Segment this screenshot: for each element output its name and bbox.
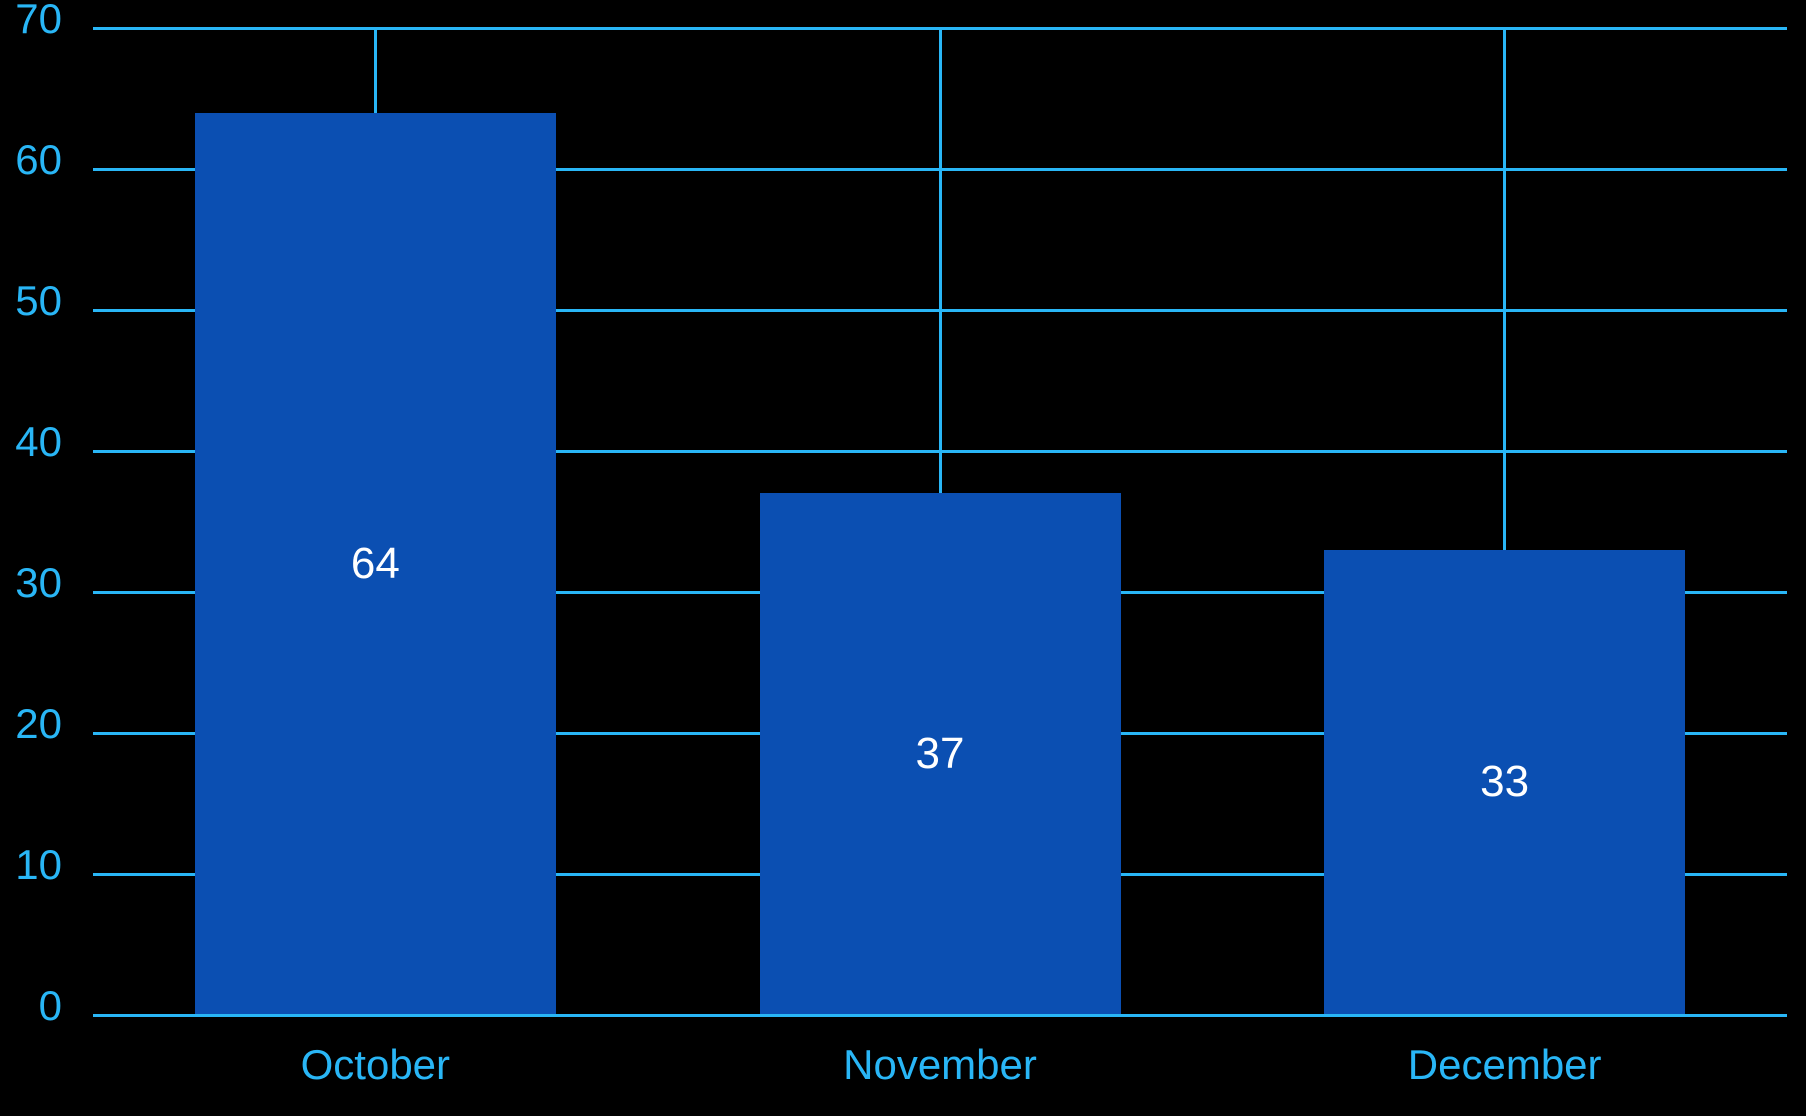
bar-value-label: 64 (350, 538, 400, 588)
y-axis-tick-label: 20 (15, 700, 62, 747)
bar-november (759, 493, 1121, 1015)
bar-value-label: 37 (915, 729, 965, 779)
bar-december (1324, 549, 1686, 1015)
x-axis-category-label: October (300, 1041, 451, 1088)
x-axis-baseline (93, 1013, 1787, 1017)
y-axis-tick-label: 0 (38, 982, 62, 1029)
bar-october (194, 112, 556, 1015)
x-axis-category-label: November (843, 1041, 1037, 1088)
x-axis-category-label: December (1407, 1041, 1602, 1088)
bar-value-label: 33 (1480, 757, 1530, 807)
y-axis-tick-label: 40 (15, 418, 62, 465)
y-axis-tick-label: 10 (15, 841, 62, 888)
y-axis-tick-label: 30 (15, 559, 62, 606)
y-axis-tick-label: 50 (15, 277, 62, 324)
y-axis-tick-label: 60 (15, 136, 62, 183)
y-axis-tick-label: 70 (15, 0, 62, 42)
vertical-gridline (1503, 28, 1507, 1015)
